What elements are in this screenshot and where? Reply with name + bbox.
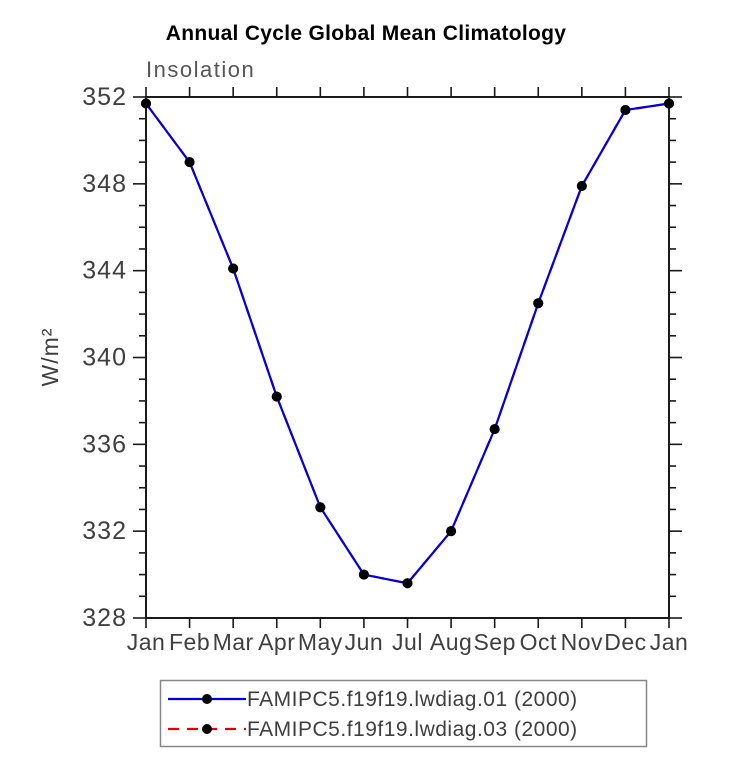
legend-label-2: FAMIPC5.f19f19.lwdiag.03 (2000) bbox=[247, 718, 578, 741]
chart-subtitle: Insolation bbox=[146, 57, 255, 82]
x-tick-label: Aug bbox=[430, 629, 472, 655]
y-tick-label: 348 bbox=[82, 170, 127, 198]
legend-label-1: FAMIPC5.f19f19.lwdiag.01 (2000) bbox=[247, 688, 578, 711]
y-axis-label: W/m² bbox=[37, 328, 63, 387]
y-tick-label: 332 bbox=[82, 517, 127, 545]
y-tick-label: 344 bbox=[82, 257, 127, 285]
data-point-marker bbox=[664, 98, 674, 109]
x-tick-label: May bbox=[298, 629, 343, 655]
x-tick-label: Oct bbox=[520, 629, 557, 655]
legend-frame bbox=[159, 679, 648, 748]
data-point-marker bbox=[315, 502, 326, 513]
legend-marker-icon bbox=[202, 724, 212, 734]
x-tick-label: Sep bbox=[473, 629, 515, 655]
x-tick-label: Jan bbox=[127, 629, 166, 655]
data-point-marker bbox=[489, 424, 500, 435]
data-point-marker bbox=[533, 298, 544, 309]
x-tick-label: Nov bbox=[561, 629, 603, 655]
data-point-marker bbox=[446, 526, 457, 537]
data-point-marker bbox=[620, 105, 631, 116]
x-tick-label: Jul bbox=[392, 629, 423, 655]
x-tick-label: Feb bbox=[169, 629, 210, 655]
data-point-marker bbox=[141, 98, 151, 109]
x-tick-label: Mar bbox=[213, 629, 254, 655]
legend-samples bbox=[168, 694, 246, 734]
data-point-marker bbox=[228, 263, 239, 274]
series-line bbox=[145, 102, 670, 585]
y-tick-label: 336 bbox=[82, 430, 127, 458]
legend-box: FAMIPC5.f19f19.lwdiag.01 (2000) FAMIPC5.… bbox=[159, 679, 648, 748]
data-point-marker bbox=[358, 569, 369, 580]
y-tick-label: 328 bbox=[82, 604, 127, 632]
data-point-marker bbox=[271, 391, 282, 402]
data-point-marker bbox=[402, 578, 413, 589]
y-tick-label: 352 bbox=[82, 83, 127, 111]
x-tick-label: Jan bbox=[650, 629, 689, 655]
legend-marker-icon bbox=[202, 694, 212, 704]
y-tick-label: 340 bbox=[82, 344, 127, 372]
chart-title: Annual Cycle Global Mean Climatology bbox=[166, 22, 567, 45]
x-tick-label: Dec bbox=[604, 629, 646, 655]
data-point-marker bbox=[576, 181, 587, 192]
x-tick-label: Jun bbox=[345, 629, 384, 655]
x-tick-label: Apr bbox=[258, 629, 295, 655]
series-line bbox=[145, 102, 670, 585]
data-point-marker bbox=[184, 157, 195, 168]
plot-frame bbox=[145, 96, 670, 619]
